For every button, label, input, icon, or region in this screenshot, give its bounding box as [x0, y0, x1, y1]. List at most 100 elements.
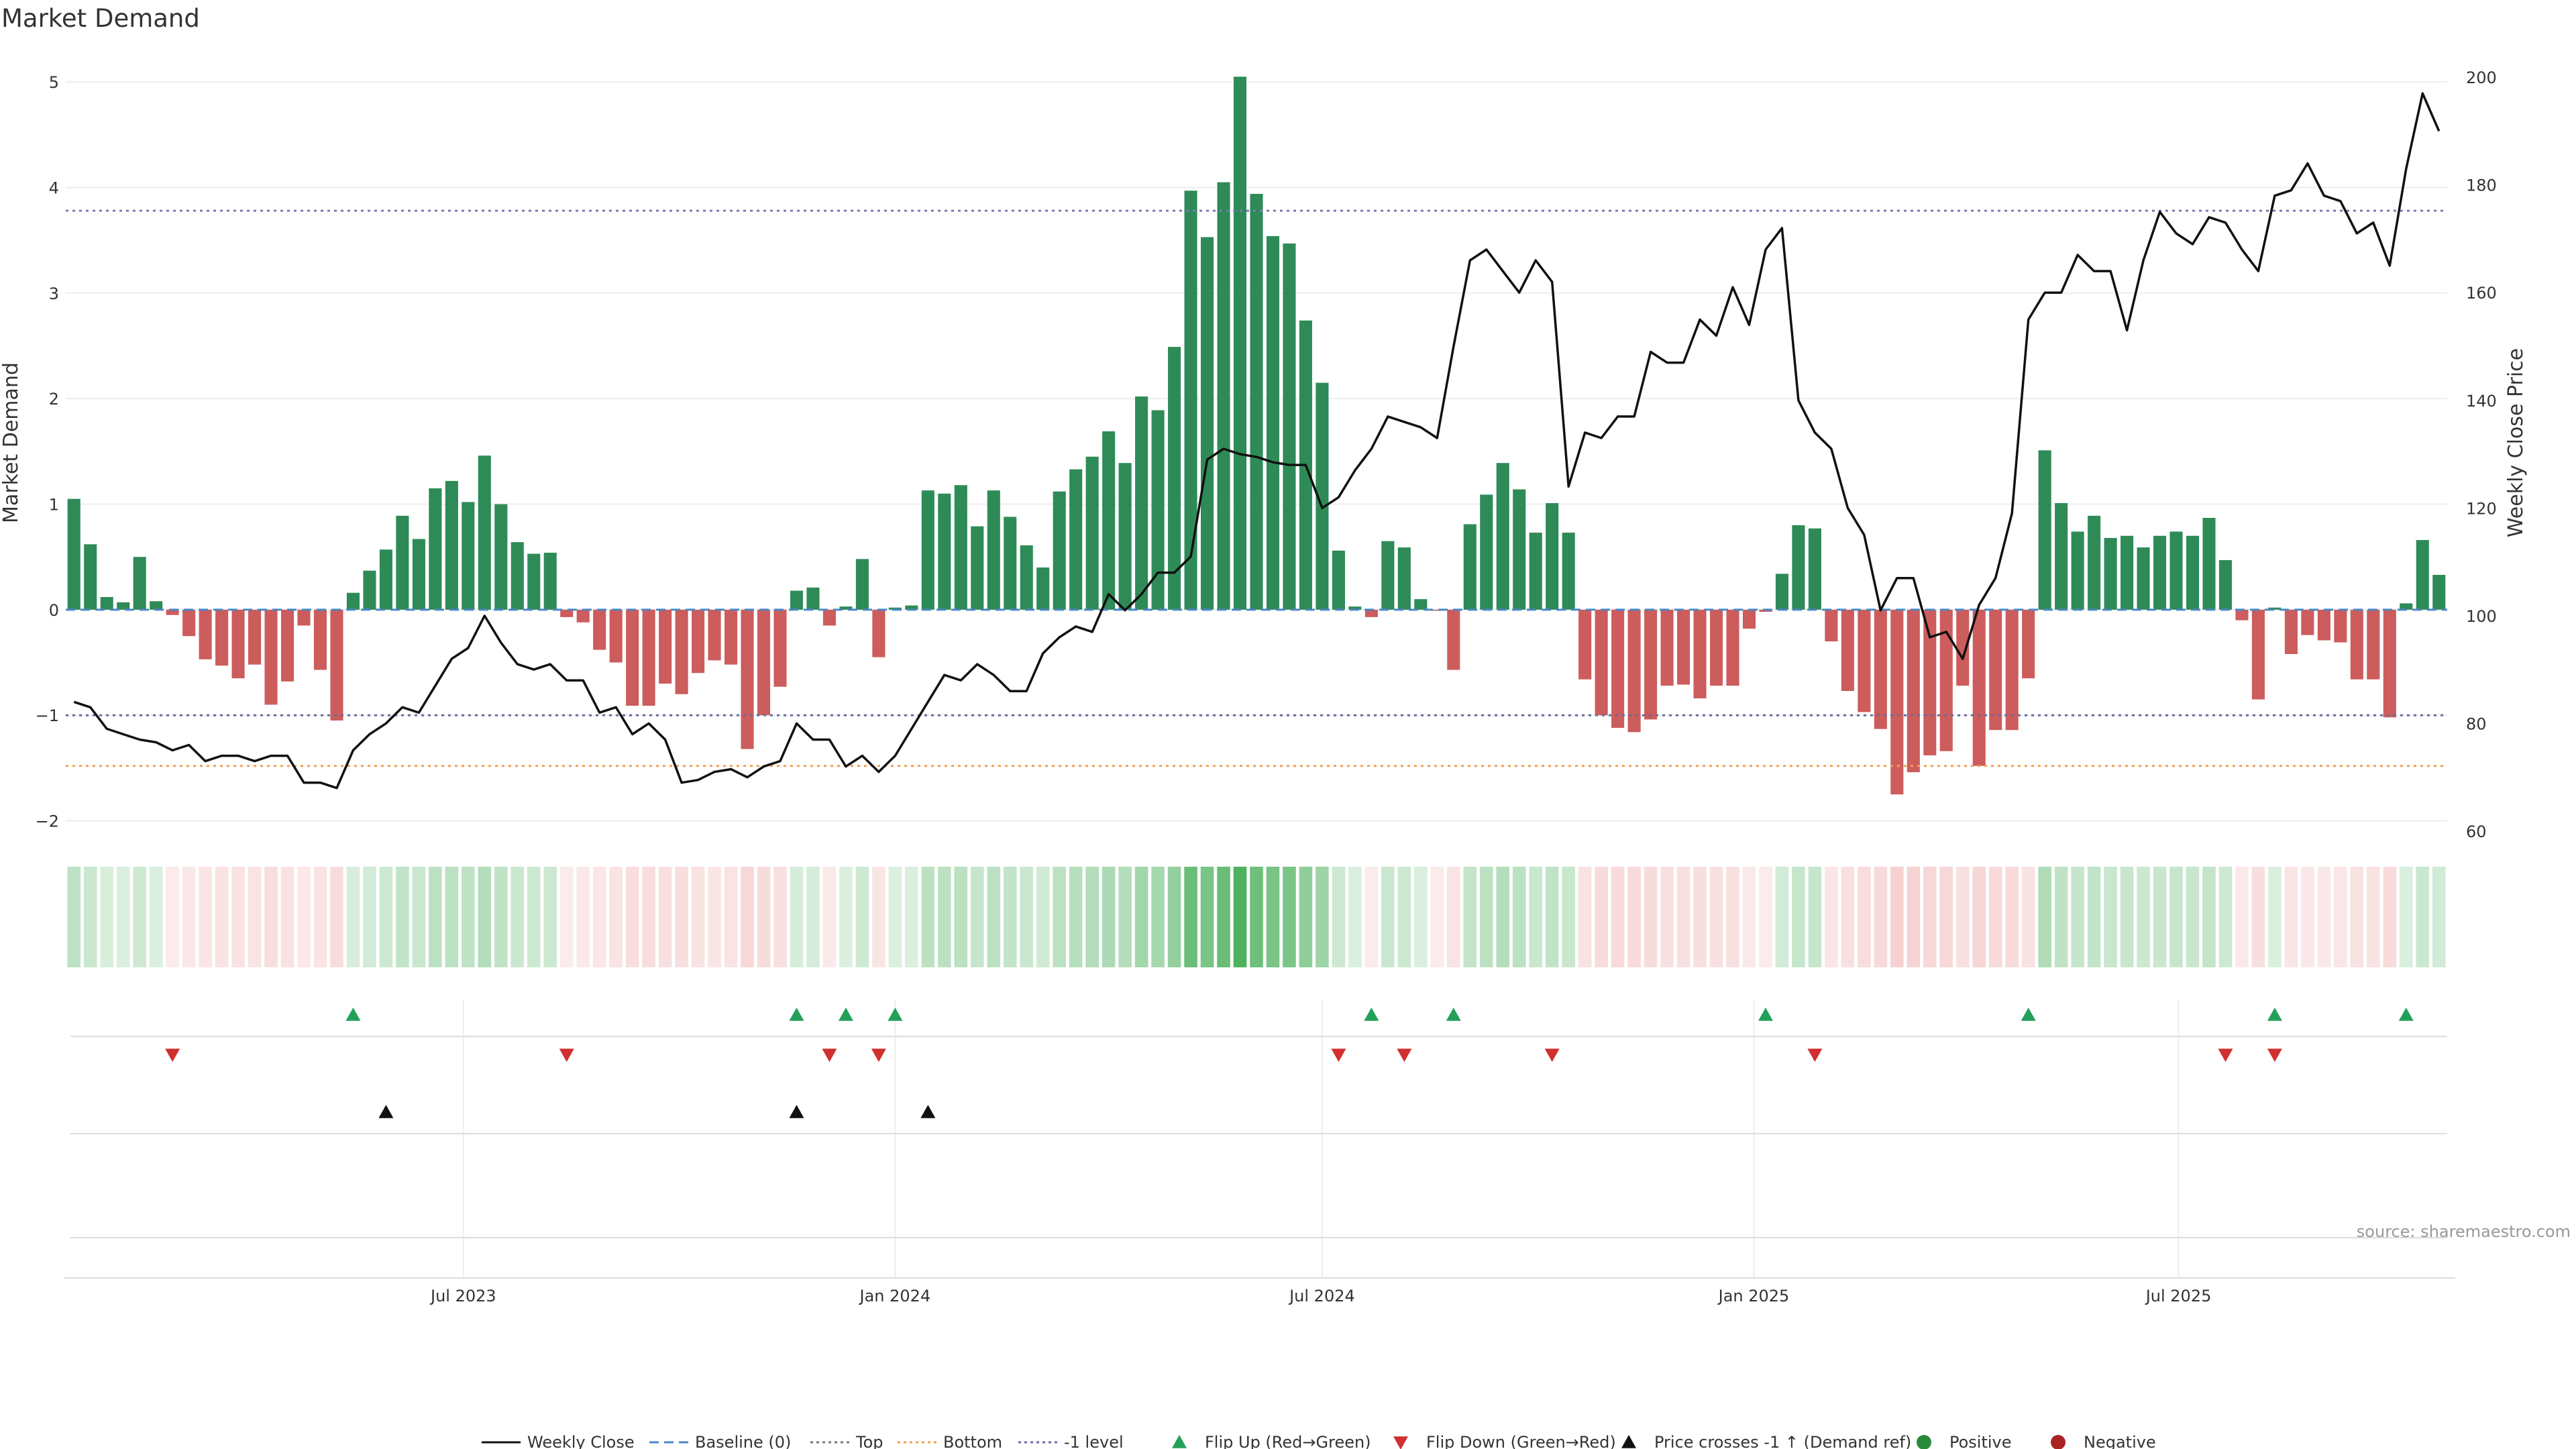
demand-band-cell	[1463, 867, 1477, 967]
demand-band-cell	[1808, 867, 1822, 967]
demand-band-cell	[527, 867, 541, 967]
demand-bar	[839, 606, 853, 610]
legend-label: Weekly Close	[527, 1433, 635, 1449]
demand-bar	[2169, 531, 2183, 610]
demand-bar	[1677, 609, 1690, 685]
demand-bar	[182, 609, 196, 637]
demand-band-cell	[2268, 867, 2282, 967]
demand-bar	[1316, 382, 1329, 610]
demand-band-cell	[166, 867, 179, 967]
demand-bar	[280, 609, 294, 682]
demand-bar	[576, 609, 590, 623]
demand-bar	[1118, 463, 1132, 610]
demand-band-cell	[1578, 867, 1592, 967]
demand-bar	[1364, 609, 1378, 617]
demand-bar	[231, 609, 245, 679]
demand-band-cell	[691, 867, 705, 967]
demand-band-cell	[511, 867, 525, 967]
demand-band-cell	[363, 867, 376, 967]
demand-band-cell	[116, 867, 130, 967]
demand-band-cell	[215, 867, 229, 967]
demand-bar	[1233, 76, 1247, 610]
demand-bar	[1151, 410, 1165, 610]
flip-down-marker	[559, 1049, 574, 1062]
demand-band-cell	[412, 867, 426, 967]
demand-bar	[412, 539, 425, 610]
demand-band-cell	[872, 867, 885, 967]
demand-bar	[1578, 609, 1592, 680]
y2-tick-label: 120	[2466, 499, 2497, 518]
demand-band-cell	[1167, 867, 1181, 967]
demand-band-cell	[83, 867, 97, 967]
demand-band-cell	[1316, 867, 1329, 967]
demand-bar	[954, 485, 967, 610]
demand-bar	[67, 498, 80, 610]
demand-band-cell	[1003, 867, 1017, 967]
demand-band-cell	[2120, 867, 2134, 967]
demand-bar	[1808, 528, 1821, 610]
demand-band-cell	[1069, 867, 1083, 967]
demand-band-cell	[855, 867, 869, 967]
flip-down-marker	[2218, 1049, 2233, 1062]
demand-band-cell	[1364, 867, 1379, 967]
y2-tick-label: 60	[2466, 822, 2487, 841]
demand-band-cell	[445, 867, 459, 967]
demand-band-cell	[1118, 867, 1132, 967]
y-tick-label: −2	[36, 812, 59, 831]
demand-band-cell	[478, 867, 492, 967]
demand-bar	[2317, 609, 2330, 641]
demand-band-cell	[1250, 867, 1263, 967]
demand-band-cell	[1693, 867, 1707, 967]
demand-bar	[2251, 609, 2265, 700]
y2-tick-label: 180	[2466, 176, 2497, 195]
demand-band-cell	[1955, 867, 1970, 967]
demand-band-cell	[576, 867, 590, 967]
demand-band-cell	[248, 867, 262, 967]
tick-labels: 5 4 3 2 1 0 −1 −2 200 180 160 140 120 100 80 60 Jul 2023…	[36, 68, 2497, 1305]
demand-bar	[133, 557, 146, 610]
demand-band-cell	[609, 867, 623, 967]
demand-bar	[2121, 535, 2134, 610]
y-axis-title: Market Demand	[0, 362, 23, 523]
demand-band-cell	[954, 867, 968, 967]
legend-entry: Top	[810, 1433, 883, 1449]
demand-band-cell	[100, 867, 113, 967]
demand-bar	[971, 526, 984, 610]
demand-band-cell	[1907, 867, 1921, 967]
demand-band-cell	[2169, 867, 2183, 967]
demand-bar	[1775, 574, 1788, 610]
demand-bar	[1546, 502, 1559, 610]
legend-swatch-tri-down	[1393, 1436, 1408, 1449]
demand-bar	[1430, 609, 1444, 611]
demand-band-cell	[1397, 867, 1411, 967]
flip-down-marker	[1331, 1049, 1346, 1062]
y-tick-label: 3	[49, 284, 59, 303]
color-band-strip	[67, 867, 2446, 967]
demand-bar	[593, 609, 606, 650]
demand-band-cell	[2038, 867, 2051, 967]
legend-entry: Negative	[2051, 1433, 2156, 1449]
y-tick-label: −1	[36, 706, 59, 725]
demand-bar	[2350, 609, 2363, 680]
demand-band-cell	[773, 867, 787, 967]
demand-band-cell	[1102, 867, 1116, 967]
demand-band-cell	[1348, 867, 1362, 967]
demand-band-cell	[2202, 867, 2216, 967]
demand-bar	[2383, 609, 2396, 718]
demand-band-cell	[1200, 867, 1214, 967]
demand-bar	[692, 609, 705, 674]
demand-bar	[757, 609, 771, 716]
demand-bar	[1463, 524, 1477, 610]
demand-bar	[2334, 609, 2347, 643]
demand-band-cell	[1825, 867, 1838, 967]
demand-band-cell	[313, 867, 327, 967]
demand-bar	[313, 609, 327, 670]
demand-band-cell	[1545, 867, 1559, 967]
demand-band-cell	[1775, 867, 1789, 967]
demand-band-cell	[396, 867, 409, 967]
demand-bar	[1939, 609, 1953, 751]
demand-bar	[1726, 609, 1739, 686]
y-tick-label: 1	[49, 496, 59, 515]
demand-band-cell	[199, 867, 212, 967]
demand-band-cell	[1283, 867, 1296, 967]
